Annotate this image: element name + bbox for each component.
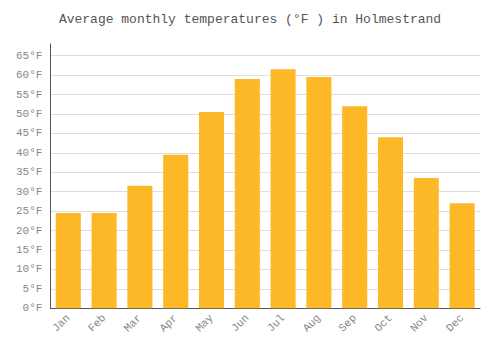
svg-text:Jun: Jun (229, 312, 251, 334)
svg-text:65°F: 65°F (16, 50, 42, 62)
svg-text:Mar: Mar (122, 312, 144, 334)
svg-text:10°F: 10°F (16, 263, 42, 275)
svg-text:20°F: 20°F (16, 225, 42, 237)
svg-text:45°F: 45°F (16, 127, 42, 139)
svg-text:Jul: Jul (265, 312, 287, 334)
svg-text:40°F: 40°F (16, 147, 42, 159)
svg-text:Jan: Jan (50, 312, 72, 334)
svg-text:35°F: 35°F (16, 166, 42, 178)
svg-text:55°F: 55°F (16, 89, 42, 101)
svg-text:50°F: 50°F (16, 108, 42, 120)
svg-text:May: May (193, 312, 216, 335)
svg-text:0°F: 0°F (23, 302, 43, 314)
svg-text:60°F: 60°F (16, 69, 42, 81)
svg-text:Oct: Oct (372, 312, 394, 334)
svg-text:Nov: Nov (408, 312, 431, 335)
svg-text:Average monthly temperatures (: Average monthly temperatures (°F ) in Ho… (59, 12, 441, 27)
svg-text:25°F: 25°F (16, 205, 42, 217)
svg-text:Apr: Apr (157, 312, 179, 334)
svg-text:Feb: Feb (86, 312, 108, 334)
svg-text:5°F: 5°F (23, 283, 43, 295)
svg-text:Sep: Sep (336, 312, 358, 334)
svg-text:Aug: Aug (301, 312, 323, 334)
svg-text:Dec: Dec (444, 312, 466, 334)
svg-text:30°F: 30°F (16, 186, 42, 198)
svg-text:15°F: 15°F (16, 244, 42, 256)
